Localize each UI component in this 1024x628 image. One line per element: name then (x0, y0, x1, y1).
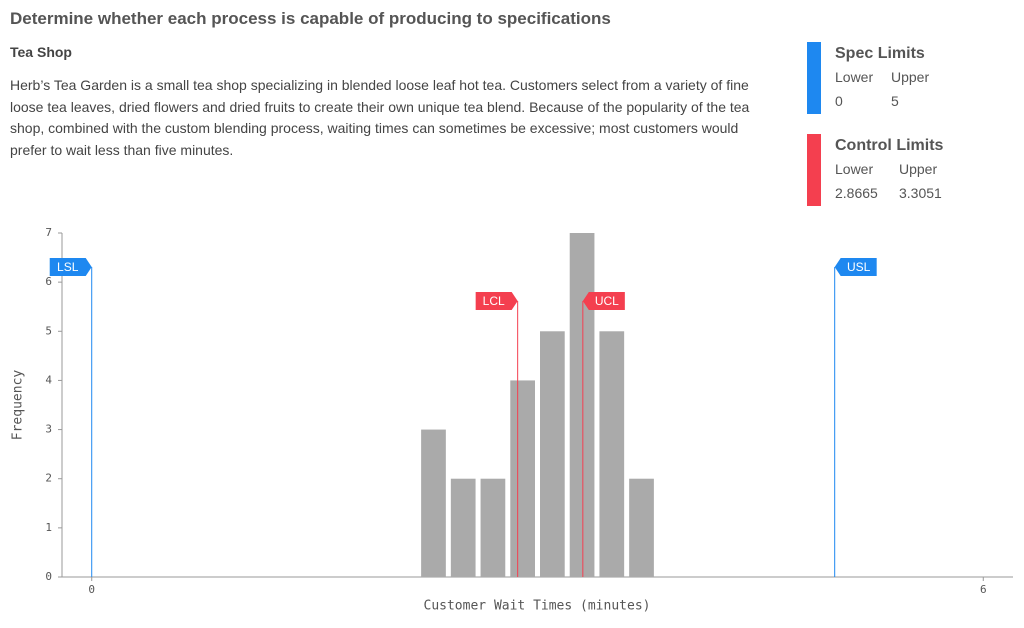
upper-label: Upper (891, 69, 930, 85)
limit-label: LCL (483, 294, 505, 308)
bar (421, 429, 446, 577)
upper-value: 3.3051 (899, 185, 942, 201)
spec-panel: Spec Limits Lower Upper 0 5 (807, 42, 1007, 114)
lower-value: 2.8665 (835, 185, 878, 201)
limit-flag (475, 292, 518, 310)
bar (480, 478, 506, 577)
upper-label: Upper (899, 161, 938, 177)
control-panel: Control Limits Lower Upper 2.8665 3.3051 (807, 134, 1007, 206)
description: Herb’s Tea Garden is a small tea shop sp… (10, 77, 750, 159)
section-title: Tea Shop (10, 44, 72, 60)
x-tick-label: 0 (88, 583, 95, 596)
bar (510, 380, 535, 577)
limit-label: USL (847, 260, 871, 274)
y-tick-label: 7 (45, 226, 52, 239)
limit-label: LSL (57, 260, 79, 274)
bar (540, 331, 565, 577)
limit-flag (582, 292, 625, 310)
y-tick-label: 3 (45, 423, 52, 436)
upper-value: 5 (891, 93, 899, 109)
y-tick-label: 6 (45, 275, 52, 288)
limit-flag (49, 258, 92, 276)
y-tick-label: 2 (45, 472, 52, 485)
lower-label: Lower (835, 69, 874, 85)
bar (629, 478, 654, 577)
control-swatch (807, 134, 821, 206)
page-title: Determine whether each process is capabl… (10, 9, 611, 28)
panel-title: Control Limits (835, 137, 944, 154)
bar (569, 233, 595, 577)
limit-label: UCL (595, 294, 619, 308)
lower-label: Lower (835, 161, 874, 177)
y-axis-label: Frequency (11, 370, 26, 441)
x-axis-label: Customer Wait Times (minutes) (424, 599, 651, 614)
y-tick-label: 1 (45, 521, 52, 534)
y-tick-label: 4 (45, 373, 52, 386)
bar (599, 331, 625, 577)
lower-value: 0 (835, 93, 843, 109)
limit-flag (834, 258, 877, 276)
x-tick-label: 6 (980, 583, 987, 596)
spec-swatch (807, 42, 821, 114)
panel-title: Spec Limits (835, 45, 925, 62)
y-tick-label: 5 (45, 324, 52, 337)
bar (450, 478, 476, 577)
y-tick-label: 0 (45, 570, 52, 583)
